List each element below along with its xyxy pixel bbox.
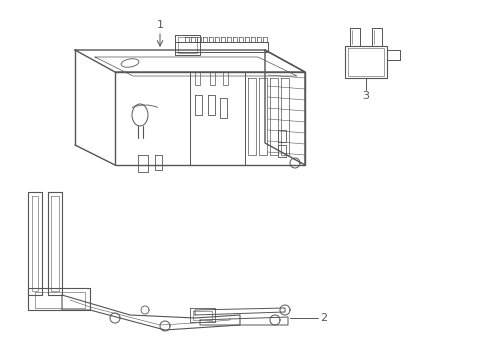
- Text: 3: 3: [363, 91, 369, 101]
- Text: 1: 1: [156, 20, 164, 30]
- Text: 2: 2: [320, 313, 327, 323]
